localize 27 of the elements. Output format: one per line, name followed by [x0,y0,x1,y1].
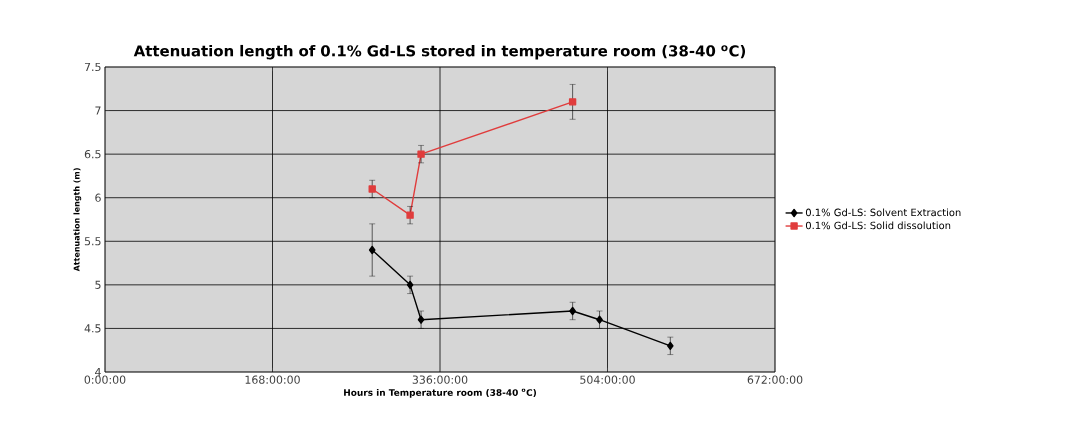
x-tick-label: 504:00:00 [580,375,635,384]
y-tick-label: 6 [95,193,101,202]
point [569,306,576,316]
legend-label: 0.1% Gd-LS: Solid dissolution [805,221,951,230]
x-tick-label: 672:00:00 [747,375,803,384]
point [417,150,425,158]
point [596,315,603,324]
point [406,211,414,219]
y-tick-label: 6.5 [84,150,101,159]
chart-title: Attenuation length of 0.1% Gd-LS stored in temperature room (38-40 $^{o}$C) [133,44,746,60]
point [417,315,425,324]
y-tick-label: 7.5 [84,62,101,72]
point [568,98,577,106]
y-tick-label: 4 [95,368,101,376]
point [368,245,376,255]
y-tick-label: 4.5 [84,324,101,333]
x-tick-label: 0:00:00 [84,375,126,384]
x-tick-label: 168:00:00 [245,375,300,384]
point [667,341,674,351]
legend-label: 0.1% Gd-LS: Solvent Extraction [805,208,961,217]
point [406,280,414,290]
point [368,185,376,193]
y-tick-label: 7 [95,106,101,115]
x-tick-label: 336:00:00 [412,375,468,384]
x-axis-title: Hours in Temperature room (38-40 $^{o}$C) [344,388,536,398]
y-tick-label: 5 [95,280,101,289]
y-tick-label: 5.5 [84,237,101,246]
